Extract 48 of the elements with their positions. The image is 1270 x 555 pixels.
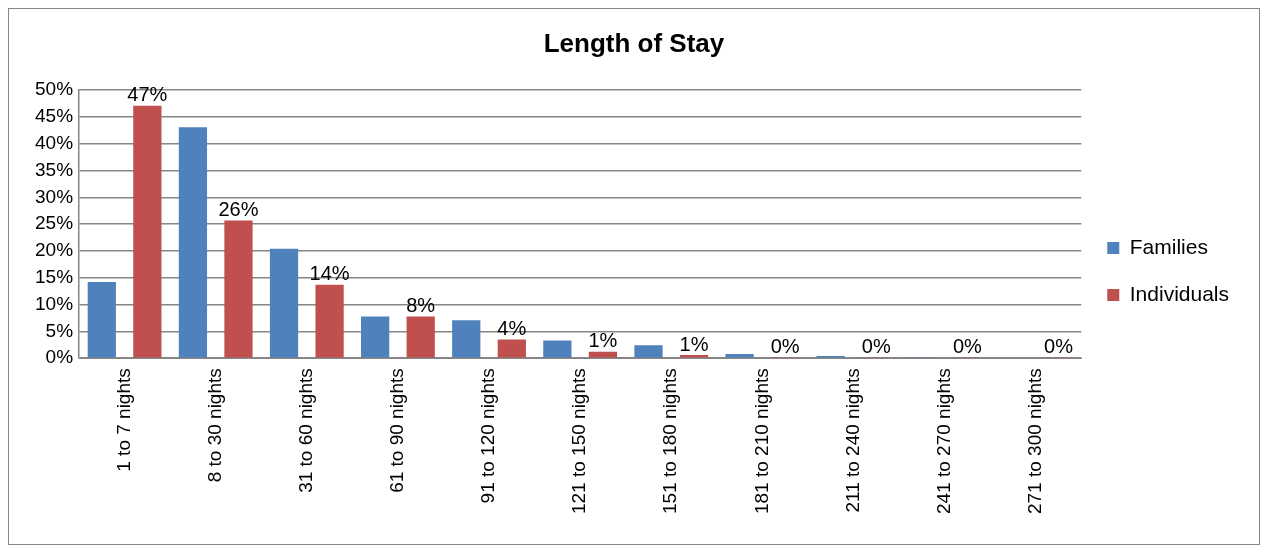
data-label: 47%	[127, 83, 168, 106]
data-label: 0%	[770, 335, 800, 358]
data-label: 8%	[406, 293, 436, 316]
legend-label: Families	[1129, 234, 1208, 258]
x-tick-label: 151 to 180 nights	[659, 368, 681, 515]
data-label: 14%	[309, 262, 350, 285]
x-tick-label: 211 to 240 nights	[841, 368, 863, 513]
bar	[452, 320, 481, 358]
y-tick-label: 15%	[35, 266, 74, 288]
y-tick-label: 50%	[35, 78, 74, 100]
chart-title: Length of Stay	[543, 27, 725, 58]
y-tick-label: 30%	[35, 185, 74, 207]
y-tick-label: 20%	[35, 239, 74, 261]
x-tick-label: 91 to 120 nights	[477, 368, 499, 504]
data-label: 1%	[679, 332, 709, 355]
bar	[406, 316, 435, 358]
data-label: 26%	[218, 197, 259, 220]
x-tick-label: 271 to 300 nights	[1023, 368, 1045, 515]
bar	[634, 345, 663, 358]
x-tick-label: 61 to 90 nights	[386, 368, 408, 493]
x-tick-label: 121 to 150 nights	[568, 368, 590, 515]
bar	[269, 248, 299, 358]
x-tick-label: 181 to 210 nights	[750, 368, 772, 515]
bar	[315, 284, 344, 358]
x-tick-label: 241 to 270 nights	[932, 368, 954, 515]
data-label: 0%	[952, 335, 983, 358]
y-tick-label: 5%	[45, 319, 74, 341]
data-label: 0%	[861, 335, 891, 358]
bar	[178, 127, 208, 358]
y-tick-label: 25%	[35, 212, 74, 234]
data-label: 0%	[1044, 335, 1074, 358]
x-tick-label: 8 to 30 nights	[203, 368, 225, 483]
legend-label: Individuals	[1129, 281, 1230, 305]
bar	[497, 339, 526, 358]
y-tick-label: 40%	[35, 132, 74, 154]
x-tick-label: 1 to 7 nights	[112, 368, 134, 472]
y-tick-label: 35%	[35, 158, 74, 180]
data-label: 1%	[588, 329, 618, 352]
bar	[543, 340, 572, 358]
y-tick-label: 10%	[35, 292, 74, 314]
bar	[361, 316, 390, 358]
bar	[133, 105, 162, 358]
data-label: 4%	[497, 316, 527, 339]
y-tick-label: 45%	[35, 105, 74, 127]
x-tick-label: 31 to 60 nights	[295, 368, 317, 493]
bar	[224, 220, 253, 358]
bar	[87, 282, 116, 358]
y-tick-label: 0%	[45, 346, 74, 368]
